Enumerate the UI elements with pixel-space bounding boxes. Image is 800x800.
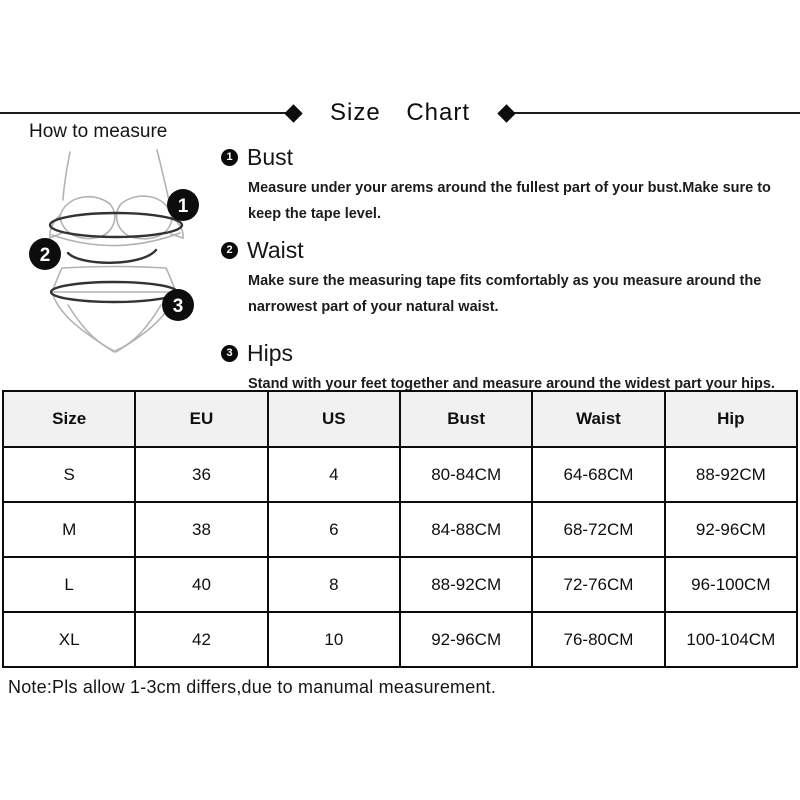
measure-instructions: 1 Bust Measure under your arems around t… — [221, 144, 797, 397]
table-cell: 76-80CM — [531, 611, 666, 668]
table-cell: 100-104CM — [663, 611, 799, 668]
table-cell: 84-88CM — [398, 501, 534, 558]
size-row-xl: XL 42 10 92-96CM 76-80CM 100-104CM — [1, 611, 799, 668]
table-cell: 40 — [134, 556, 269, 613]
header-waist: Waist — [531, 390, 666, 448]
diamond-icon — [497, 103, 516, 123]
table-cell: XL — [1, 611, 137, 668]
header-bust: Bust — [398, 390, 534, 448]
header-us: US — [266, 390, 401, 448]
table-cell: 10 — [266, 611, 401, 668]
instruction-heading: 3 Hips — [221, 340, 797, 367]
table-cell: S — [1, 446, 137, 503]
table-cell: 64-68CM — [531, 446, 666, 503]
instruction-bust: 1 Bust Measure under your arems around t… — [221, 144, 797, 227]
page-title: Size Chart — [329, 99, 471, 126]
table-cell: L — [1, 556, 137, 613]
table-cell: 42 — [134, 611, 269, 668]
table-cell: 6 — [266, 501, 401, 558]
svg-text:2: 2 — [40, 245, 51, 266]
title-rule-left — [0, 112, 289, 114]
size-table: Size EU US Bust Waist Hip S 36 4 80-84CM… — [1, 390, 799, 668]
number-badge-icon: 3 — [221, 345, 238, 362]
bikini-measure-diagram: 1 2 3 — [29, 149, 199, 353]
header-hip: Hip — [663, 390, 799, 448]
instruction-title: Hips — [247, 340, 294, 366]
table-cell: 72-76CM — [531, 556, 666, 613]
size-row-m: M 38 6 84-88CM 68-72CM 92-96CM — [1, 501, 799, 558]
header-eu: EU — [134, 390, 269, 448]
size-row-s: S 36 4 80-84CM 64-68CM 88-92CM — [1, 446, 799, 503]
measurement-note: Note:Pls allow 1-3cm differs,due to manu… — [8, 677, 497, 697]
instruction-hips: 3 Hips Stand with your feet together and… — [221, 340, 797, 397]
table-cell: 92-96CM — [663, 501, 799, 558]
instruction-title: Bust — [247, 144, 294, 170]
number-badge-icon: 1 — [221, 149, 238, 166]
instruction-waist: 2 Waist Make sure the measuring tape fit… — [221, 237, 797, 320]
size-row-l: L 40 8 88-92CM 72-76CM 96-100CM — [1, 556, 799, 613]
diagram-marker-bust: 1 — [167, 189, 199, 221]
title-rule-right — [511, 112, 800, 114]
diagram-marker-waist: 2 — [29, 238, 61, 270]
table-cell: 88-92CM — [398, 556, 534, 613]
table-cell: 92-96CM — [398, 611, 534, 668]
header-size: Size — [1, 390, 137, 448]
instruction-title: Waist — [247, 237, 304, 263]
instruction-body: Measure under your arems around the full… — [248, 180, 771, 222]
bust-tape-line — [48, 211, 184, 239]
instruction-body: Stand with your feet together and measur… — [248, 376, 775, 392]
instruction-heading: 1 Bust — [221, 144, 797, 171]
number-badge-icon: 2 — [221, 242, 238, 259]
bikini-bottom-outline — [50, 265, 178, 353]
size-table-header-row: Size EU US Bust Waist Hip — [1, 390, 799, 448]
diagram-marker-hips: 3 — [162, 289, 194, 321]
table-cell: 96-100CM — [663, 556, 799, 613]
waist-tape-line — [66, 248, 158, 264]
table-cell: 4 — [266, 446, 401, 503]
how-to-measure-heading: How to measure — [29, 121, 168, 142]
table-cell: 38 — [134, 501, 269, 558]
table-cell: 68-72CM — [531, 501, 666, 558]
svg-text:3: 3 — [173, 296, 184, 317]
table-cell: 80-84CM — [398, 446, 534, 503]
instruction-heading: 2 Waist — [221, 237, 797, 264]
svg-text:1: 1 — [178, 196, 189, 217]
bikini-top-outline — [49, 149, 184, 247]
title-band: Size Chart — [0, 98, 800, 128]
table-cell: 36 — [134, 446, 269, 503]
table-cell: 8 — [266, 556, 401, 613]
table-cell: 88-92CM — [663, 446, 799, 503]
table-cell: M — [1, 501, 137, 558]
instruction-body: Make sure the measuring tape fits comfor… — [248, 273, 762, 315]
